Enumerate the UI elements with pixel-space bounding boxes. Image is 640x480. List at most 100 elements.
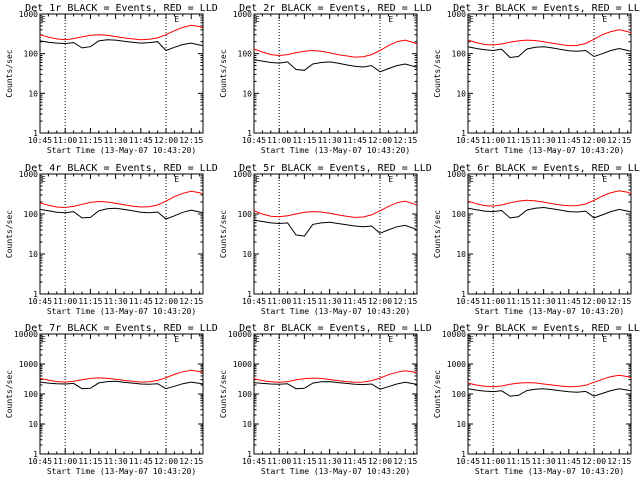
y-tick-label: 1 xyxy=(33,450,38,459)
events-series-line xyxy=(253,59,418,73)
x-tick-label: 12:00 xyxy=(582,457,606,466)
y-tick-label: 10 xyxy=(28,420,38,429)
chart-title: Det 7r BLACK = Events, RED = LLD xyxy=(25,323,218,334)
flag-label: E xyxy=(602,15,607,24)
x-axis-label: Start Time (13-May-07 10:43:20) xyxy=(47,146,196,155)
x-tick-label: 11:15 xyxy=(292,297,316,306)
flag-label: E xyxy=(602,335,607,344)
x-tick-label: 11:45 xyxy=(343,136,367,145)
x-tick-label: 11:15 xyxy=(78,297,102,306)
y-tick-label: 1 xyxy=(247,129,252,138)
x-tick-label: 11:45 xyxy=(129,136,153,145)
x-tick-label: 11:15 xyxy=(292,457,316,466)
x-tick-label: 12:00 xyxy=(368,136,392,145)
y-tick-label: 10 xyxy=(456,420,466,429)
x-tick-label: 10:45 xyxy=(456,457,480,466)
y-tick-label: 100 xyxy=(24,390,39,399)
x-tick-label: 12:00 xyxy=(368,297,392,306)
x-axis-label: Start Time (13-May-07 10:43:20) xyxy=(475,467,624,476)
x-tick-label: 12:15 xyxy=(393,297,417,306)
x-tick-label: 10:45 xyxy=(242,136,266,145)
x-tick-label: 11:30 xyxy=(318,457,342,466)
flag-label: E xyxy=(41,175,46,184)
y-tick-label: 1 xyxy=(247,290,252,299)
events-series-line xyxy=(253,381,418,390)
y-tick-label: 10 xyxy=(242,250,252,259)
y-tick-label: 10000 xyxy=(228,330,252,339)
y-tick-label: 10 xyxy=(242,420,252,429)
chart-panel: Det 1r BLACK = Events, RED = LLD 1 10 100 10… xyxy=(5,3,218,155)
x-axis-label: Start Time (13-May-07 10:43:20) xyxy=(47,467,196,476)
y-axis-label: Counts/sec xyxy=(219,210,228,258)
x-tick-label: 10:45 xyxy=(242,297,266,306)
x-axis-label: Start Time (13-May-07 10:43:20) xyxy=(261,146,410,155)
y-tick-label: 1000 xyxy=(233,170,252,179)
x-tick-label: 11:45 xyxy=(129,297,153,306)
y-tick-label: 1 xyxy=(461,290,466,299)
x-tick-label: 12:00 xyxy=(154,457,178,466)
y-axis-label: Counts/sec xyxy=(433,370,442,418)
x-tick-label: 11:00 xyxy=(481,136,505,145)
x-tick-label: 11:45 xyxy=(129,457,153,466)
y-axis-label: Counts/sec xyxy=(433,210,442,258)
lld-series-line xyxy=(467,190,632,207)
plot-frame xyxy=(39,13,204,134)
flag-label: E xyxy=(469,335,474,344)
chart-title: Det 4r BLACK = Events, RED = LLD xyxy=(25,163,218,174)
x-tick-label: 11:45 xyxy=(343,457,367,466)
y-axis-label: Counts/sec xyxy=(433,49,442,97)
chart-title: Det 2r BLACK = Events, RED = LLD xyxy=(239,3,432,14)
x-tick-label: 12:15 xyxy=(393,457,417,466)
x-tick-label: 11:00 xyxy=(267,297,291,306)
flag-label: E xyxy=(255,175,260,184)
x-tick-label: 12:15 xyxy=(607,297,631,306)
x-tick-label: 11:30 xyxy=(318,136,342,145)
chart-title: Det 8r BLACK = Events, RED = LLD xyxy=(239,323,432,334)
chart-panel: Det 8r BLACK = Events, RED = LLD 1 10 100 10… xyxy=(219,323,432,476)
x-tick-label: 11:15 xyxy=(292,136,316,145)
flag-label: E xyxy=(255,335,260,344)
y-tick-label: 1 xyxy=(33,290,38,299)
y-tick-label: 10 xyxy=(456,89,466,98)
flag-label: E xyxy=(469,175,474,184)
flag-label: E xyxy=(469,15,474,24)
x-tick-label: 11:30 xyxy=(532,297,556,306)
y-axis-label: Counts/sec xyxy=(5,370,14,418)
chart-title: Det 9r BLACK = Events, RED = LLD xyxy=(453,323,640,334)
x-tick-label: 11:15 xyxy=(506,297,530,306)
y-tick-label: 100 xyxy=(238,50,253,59)
chart-title: Det 3r BLACK = Events, RED = LLD xyxy=(453,3,640,14)
x-tick-label: 12:00 xyxy=(582,297,606,306)
plot-frame xyxy=(467,333,632,455)
y-tick-label: 1000 xyxy=(19,10,38,19)
flag-label: E xyxy=(174,175,179,184)
x-tick-label: 10:45 xyxy=(28,136,52,145)
x-tick-label: 11:00 xyxy=(267,457,291,466)
x-tick-label: 12:00 xyxy=(582,136,606,145)
x-tick-label: 11:15 xyxy=(506,457,530,466)
chart-title: Det 5r BLACK = Events, RED = LLD xyxy=(239,163,432,174)
x-tick-label: 11:30 xyxy=(104,297,128,306)
x-tick-label: 10:45 xyxy=(28,297,52,306)
plot-frame xyxy=(467,13,632,134)
y-axis-label: Counts/sec xyxy=(5,49,14,97)
x-tick-label: 11:45 xyxy=(557,297,581,306)
flag-label: E xyxy=(388,175,393,184)
events-series-line xyxy=(39,380,204,390)
x-axis-label: Start Time (13-May-07 10:43:20) xyxy=(261,467,410,476)
y-tick-label: 1000 xyxy=(447,360,466,369)
plot-frame xyxy=(253,333,418,455)
x-tick-label: 12:15 xyxy=(179,297,203,306)
y-tick-label: 100 xyxy=(238,210,253,219)
x-tick-label: 11:00 xyxy=(267,136,291,145)
chart-title: Det 6r BLACK = Events, RED = LLD xyxy=(453,163,640,174)
lld-series-line xyxy=(253,39,418,58)
plot-frame xyxy=(467,173,632,295)
x-tick-label: 10:45 xyxy=(456,136,480,145)
events-series-line xyxy=(253,219,418,237)
chart-panel: Det 7r BLACK = Events, RED = LLD 1 10 100 10… xyxy=(5,323,218,476)
chart-panel: Det 2r BLACK = Events, RED = LLD 1 10 100 10… xyxy=(219,3,432,155)
y-axis-label: Counts/sec xyxy=(219,370,228,418)
y-tick-label: 1000 xyxy=(233,360,252,369)
